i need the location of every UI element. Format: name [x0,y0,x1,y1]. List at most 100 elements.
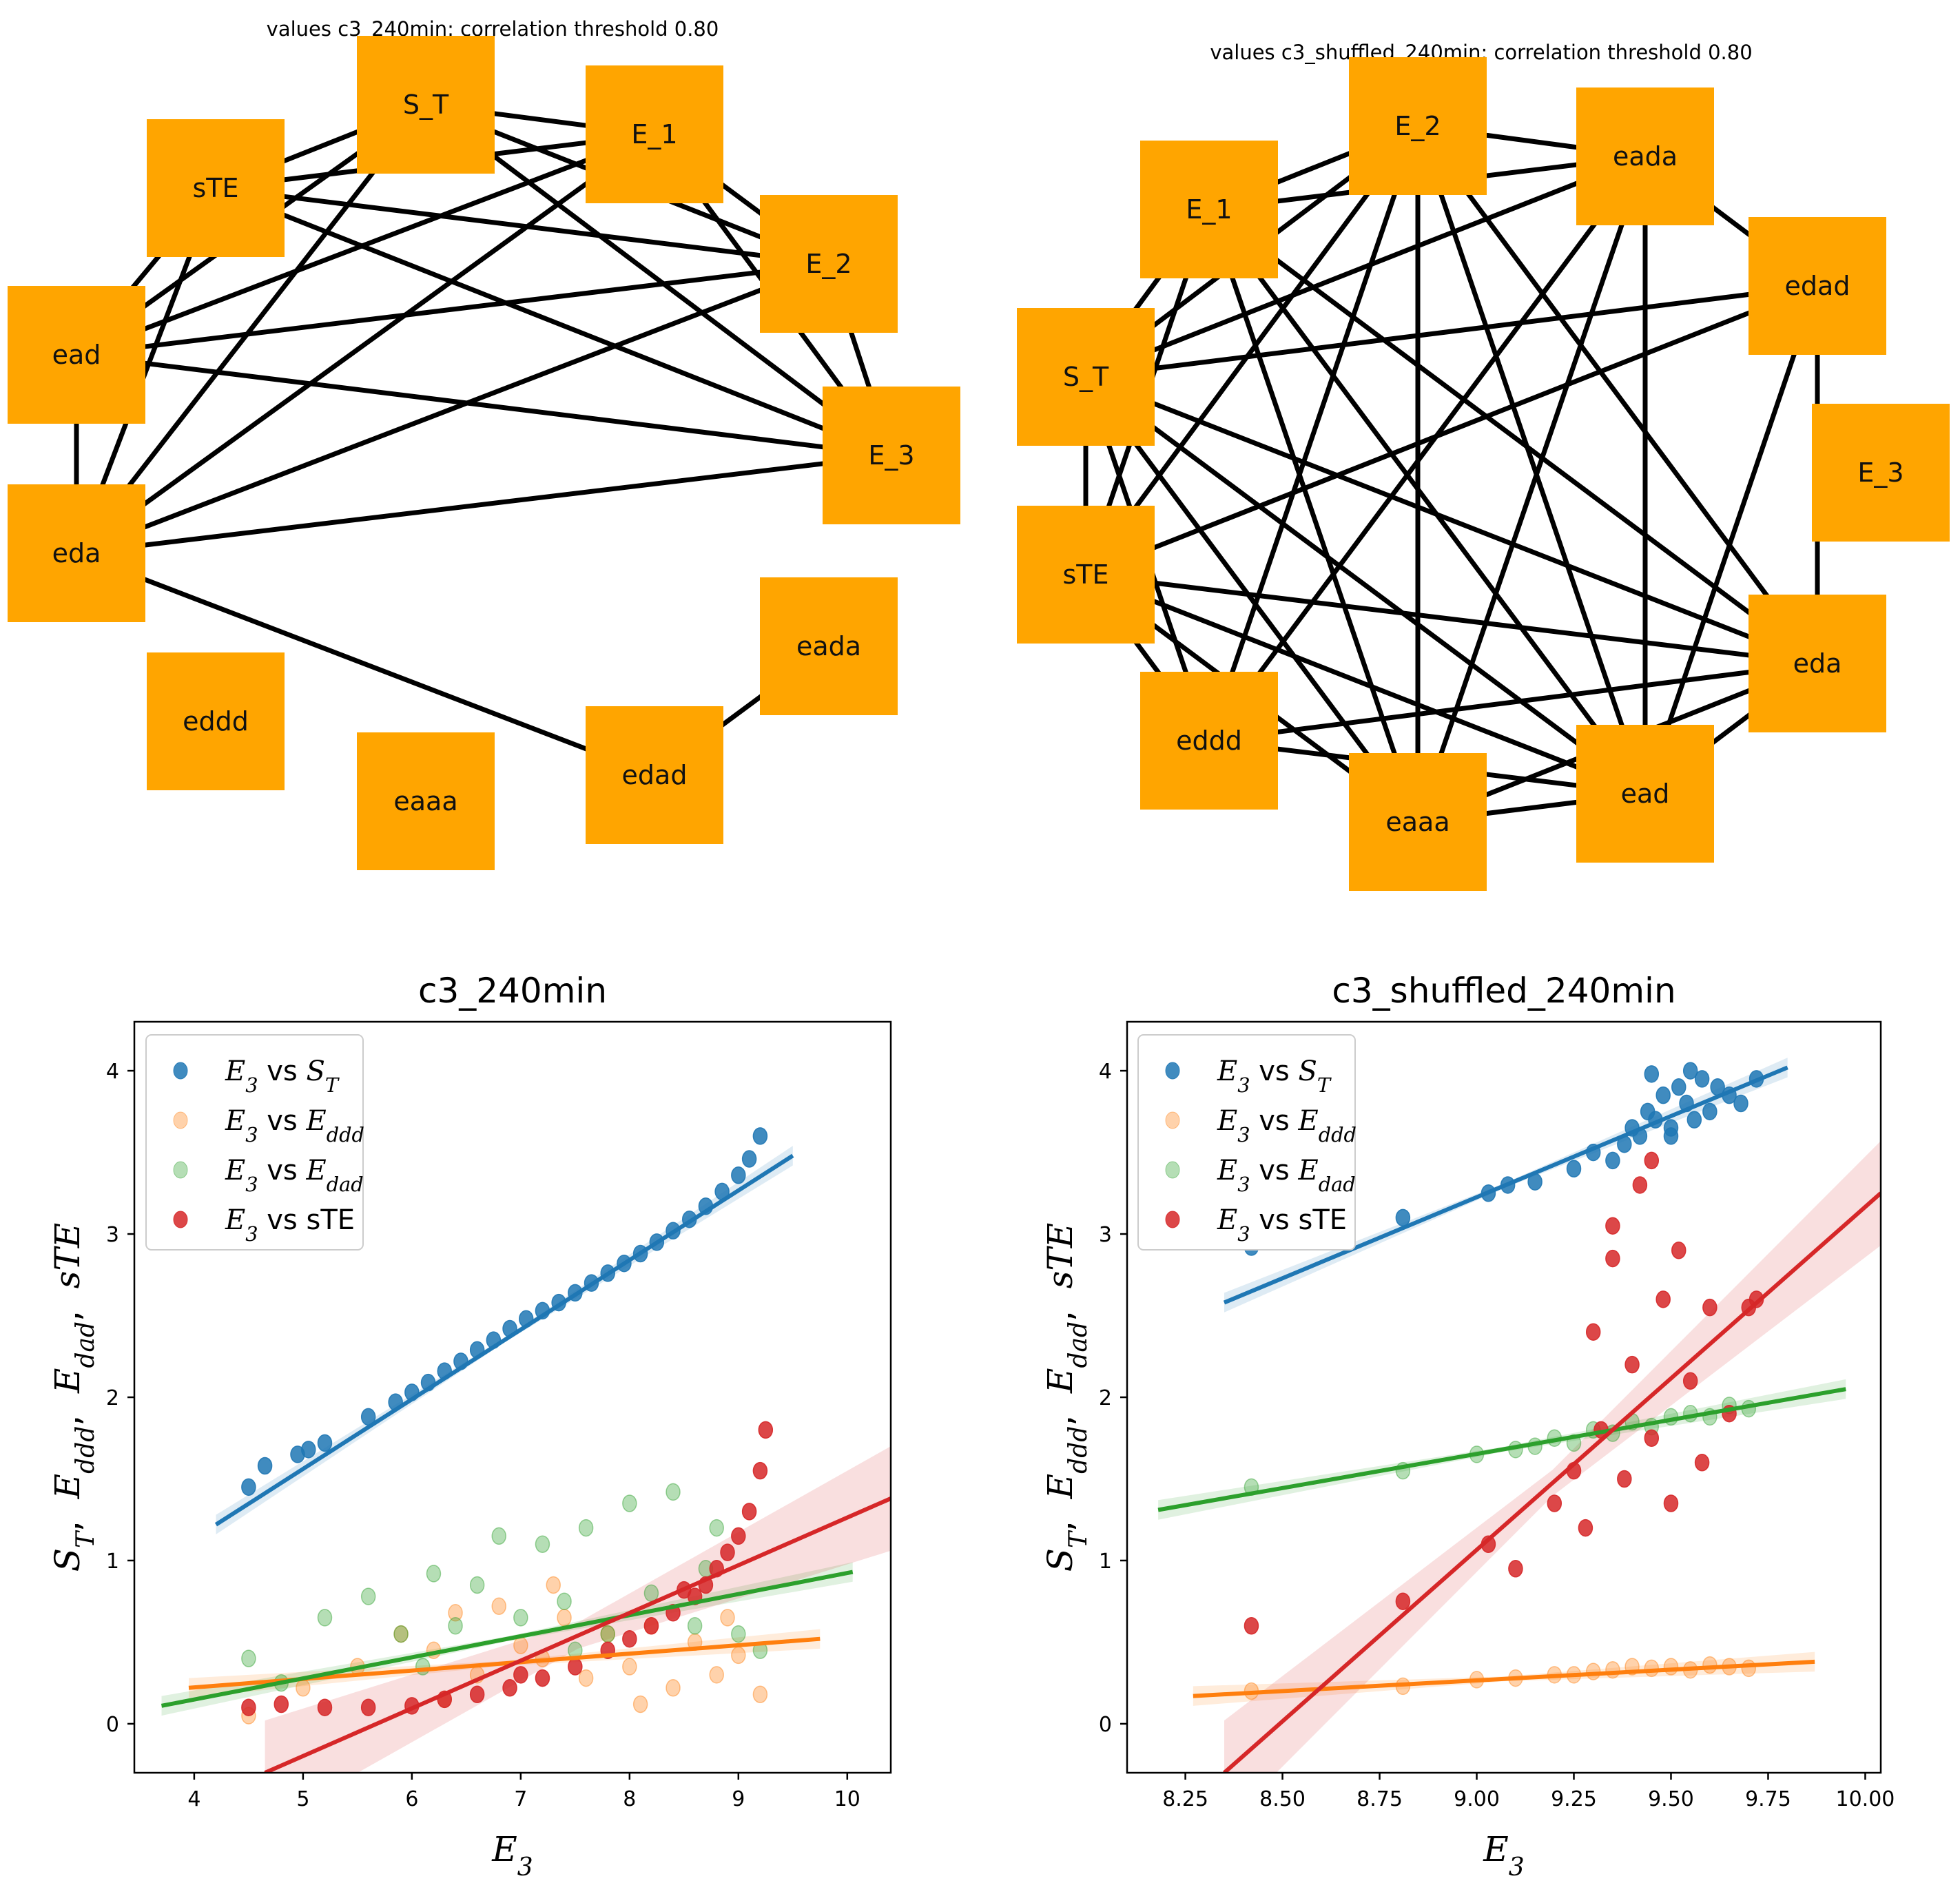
legend-item-e3-vs-edad: E3 vs Edad [1165,1155,1356,1196]
x-tick-label: 6 [405,1787,418,1811]
y-axis-label-text: ST, Eddd, Edad, sTE [1040,1223,1093,1572]
legend-item-e3-vs-eddd: E3 vs Eddd [1165,1105,1356,1146]
y-axis-label: ST, Eddd, Edad, sTE [1040,1223,1093,1572]
node-box [1812,404,1950,542]
node-s-t: S_T [1017,308,1155,446]
node-eddd: eddd [1140,672,1278,810]
data-point [491,1597,507,1616]
node-e-2: E_2 [1349,57,1487,195]
node-box [586,706,723,844]
data-point [643,1584,659,1603]
node-box [1349,57,1487,195]
edge-e-2-ste [1084,124,1420,577]
legend-label: E3 vs sTE [225,1204,355,1246]
data-point [241,1649,256,1667]
y-tick-label: 0 [106,1713,119,1737]
data-point [666,1679,681,1697]
regression-line-e3-vs-st [214,1153,794,1527]
node-eada: eada [760,577,898,715]
data-point [557,1592,572,1610]
edge-e-2-eda [1416,124,1819,666]
data-point [1702,1102,1717,1121]
node-label: eddd [1176,726,1242,756]
plot-area [1157,1058,1881,1773]
node-label: eda [52,538,101,568]
node-box [147,652,285,790]
edge-eaaa-s-t [1084,375,1420,824]
data-point [1671,1078,1686,1096]
x-axis-ticks: 4 5 6 7 8 9 10 [187,1773,860,1811]
y-axis-ticks: 0 1 2 3 4 [106,1060,134,1737]
confidence-band-e3-vs-ste [265,1446,891,1773]
legend-label: E3 vs Eddd [1217,1105,1356,1146]
edge-e-3-ead [76,352,892,458]
y-tick-label: 4 [106,1060,119,1084]
node-box [8,484,145,622]
legend-item-e3-vs-ste: E3 vs sTE [1165,1204,1347,1246]
edge-e-2-ead [1415,125,1648,795]
edge-ead-s-t [1084,375,1647,796]
data-point [274,1695,289,1714]
data-point [752,1461,768,1480]
edge-eda-eddd [1208,661,1818,743]
edge-edad-s-t [1085,283,1818,380]
node-box [1748,217,1886,355]
data-point [513,1666,528,1684]
data-point [301,1441,316,1459]
y-tick-label: 2 [106,1386,119,1410]
edge-ead-ste [1084,572,1647,796]
data-point [666,1483,681,1501]
node-label: eaaa [1385,807,1450,837]
data-point [241,1478,256,1496]
data-point [1605,1660,1620,1679]
legend: E3 vs ST E3 vs Eddd E3 vs Edad E3 vs sTE [1137,1034,1356,1251]
data-point [1644,1659,1660,1678]
node-edad: edad [586,706,723,844]
x-tick-label: 7 [514,1787,527,1811]
node-box [760,195,898,333]
node-box [823,387,960,524]
legend-box [145,1034,364,1251]
data-point [1578,1519,1593,1537]
node-eda: eda [1748,595,1886,732]
x-tick-label: 8 [623,1787,636,1811]
legend-item-e3-vs-ste: E3 vs sTE [173,1204,355,1246]
node-e-2: E_2 [760,195,898,333]
edge-edad-ste [1084,283,1819,577]
data-point [1617,1470,1632,1488]
chart-title: c3_shuffled_240min [1332,971,1675,1011]
y-tick-label: 3 [1099,1223,1112,1247]
data-point [578,1669,594,1687]
data-point [741,1503,757,1521]
data-point [1644,1429,1660,1447]
x-tick-label: 9.00 [1454,1787,1500,1811]
legend-label: E3 vs Eddd [225,1105,364,1146]
network-graph-c3-shuffled-240min: values c3_shuffled_240min: correlation t… [1017,41,1950,891]
scatter-chart-c3-shuffled-240min: c3_shuffled_240min 8.25 8.50 8.75 9.00 9.25 9.… [1040,971,1895,1882]
data-point [731,1625,746,1643]
node-label: E_3 [868,440,914,471]
node-eda: eda [8,484,145,622]
data-point [731,1527,746,1545]
regression-line-e3-vs-ste [1222,1191,1881,1773]
data-point [1682,1062,1698,1080]
data-point [296,1679,311,1697]
data-point [1682,1372,1698,1390]
node-box [1140,141,1278,278]
node-label: S_T [403,90,449,120]
node-ead: ead [8,286,145,424]
node-label: eddd [183,706,249,737]
legend-label: E3 vs Edad [225,1155,364,1196]
data-point [317,1609,333,1627]
node-label: E_1 [631,119,677,150]
data-point [1566,1160,1582,1178]
node-box [586,65,723,203]
data-point [426,1565,442,1583]
data-point [1244,1616,1259,1635]
node-box [1576,88,1714,225]
data-point [513,1609,528,1627]
node-ste: sTE [1017,506,1155,644]
data-point [731,1646,746,1665]
data-point [600,1625,615,1643]
node-eaaa: eaaa [1349,753,1487,891]
